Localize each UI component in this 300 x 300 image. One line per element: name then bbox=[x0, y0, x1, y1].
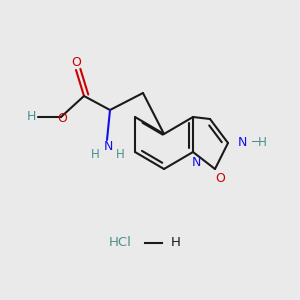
Text: H: H bbox=[91, 148, 99, 160]
Text: HCl: HCl bbox=[109, 236, 132, 250]
Text: N: N bbox=[103, 140, 113, 154]
Text: O: O bbox=[71, 56, 81, 70]
Text: ─H: ─H bbox=[251, 136, 267, 149]
Text: H: H bbox=[27, 110, 36, 124]
Text: O: O bbox=[215, 172, 225, 184]
Text: N: N bbox=[191, 155, 201, 169]
Text: H: H bbox=[116, 148, 124, 160]
Text: H: H bbox=[171, 236, 181, 250]
Text: O: O bbox=[57, 112, 67, 125]
Text: N: N bbox=[238, 136, 247, 149]
